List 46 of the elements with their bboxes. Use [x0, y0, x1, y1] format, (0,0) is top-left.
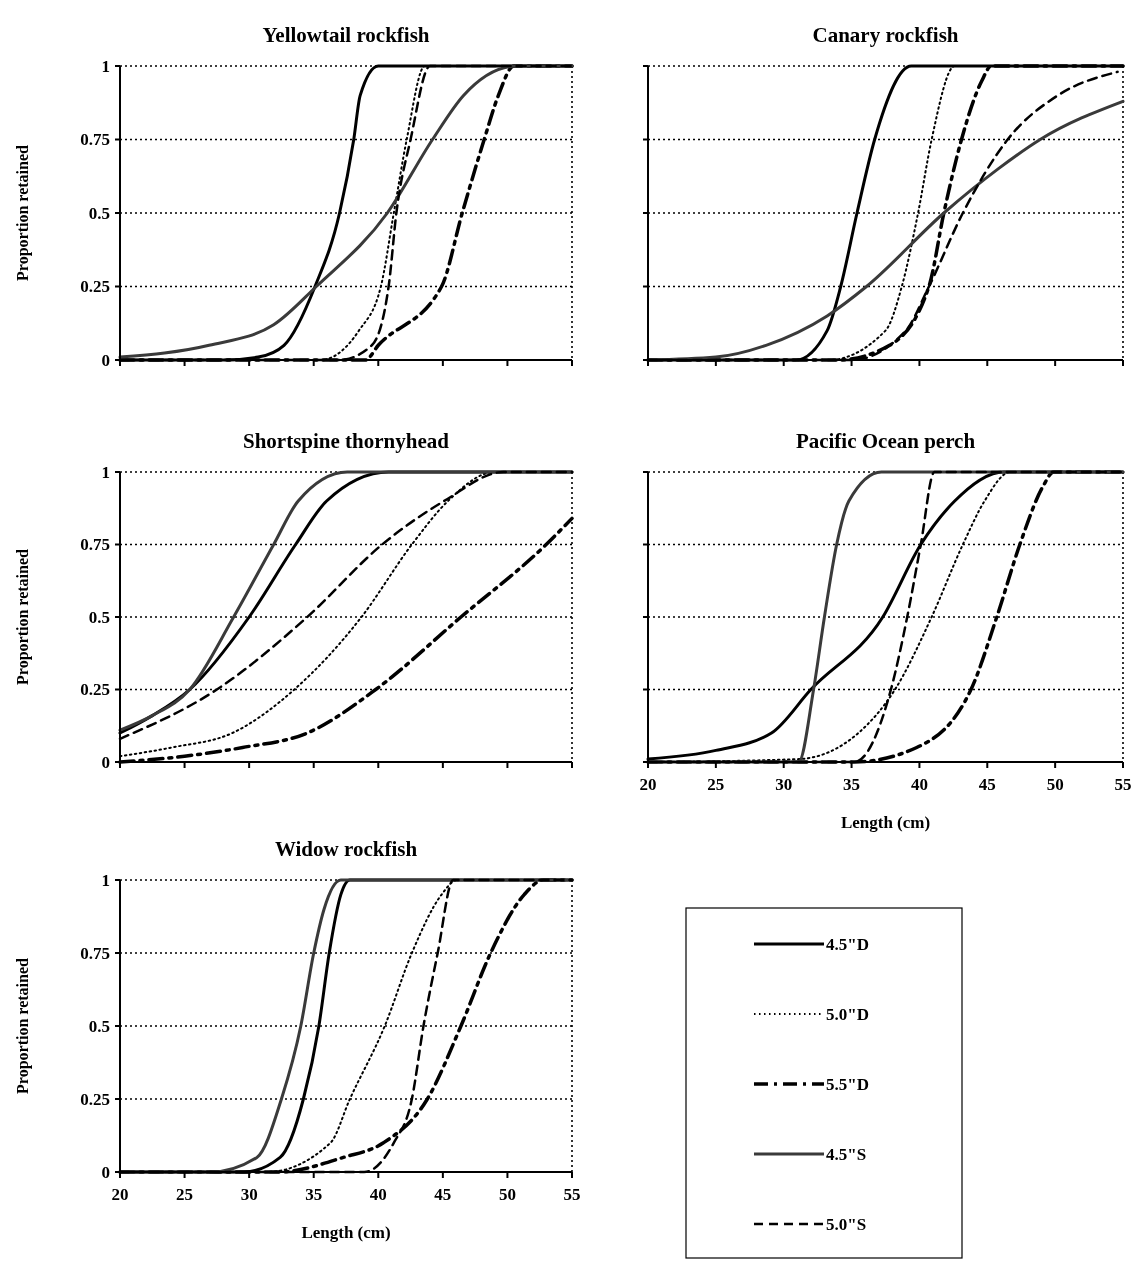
x-tick-label: 25: [176, 1185, 194, 1204]
chart-title: Canary rockfish: [812, 23, 959, 47]
x-tick-label: 50: [498, 1185, 516, 1204]
legend-label: 5.0"S: [826, 1215, 867, 1234]
x-tick-label: 30: [240, 1185, 258, 1204]
y-tick-label: 1: [101, 462, 110, 482]
x-tick-label: 40: [910, 775, 928, 794]
x-axis-title: Length (cm): [301, 1223, 391, 1242]
y-axis-title: Proportion retained: [14, 144, 32, 281]
chart-title: Yellowtail rockfish: [262, 23, 430, 47]
chart-title: Pacific Ocean perch: [795, 429, 976, 453]
x-tick-label: 25: [707, 775, 725, 794]
x-tick-label: 20: [639, 775, 657, 794]
y-tick-label: 0.25: [80, 277, 110, 297]
y-tick-label: 0.5: [88, 1016, 110, 1036]
y-tick-label: 0.5: [88, 607, 110, 627]
y-tick-label: 0.25: [80, 680, 110, 700]
y-tick-label: 0: [101, 1162, 110, 1182]
y-tick-label: 0.75: [80, 130, 110, 150]
x-tick-label: 45: [434, 1185, 452, 1204]
legend-label: 5.5"D: [826, 1075, 869, 1094]
x-tick-label: 35: [843, 775, 861, 794]
x-tick-label: 50: [1046, 775, 1064, 794]
y-axis-title: Proportion retained: [14, 548, 32, 685]
x-axis-title: Length (cm): [840, 813, 931, 832]
x-tick-label: 55: [1114, 775, 1132, 794]
legend-label: 4.5"D: [826, 935, 869, 954]
chart-title: Shortspine thornyhead: [243, 429, 450, 453]
y-tick-label: 0.75: [80, 535, 110, 555]
legend-label: 4.5"S: [826, 1145, 867, 1164]
y-tick-label: 0.75: [80, 943, 110, 963]
x-tick-label: 40: [369, 1185, 387, 1204]
x-tick-label: 20: [111, 1185, 129, 1204]
legend-label: 5.0"D: [826, 1005, 869, 1024]
y-tick-label: 0: [101, 752, 110, 772]
chart-title: Widow rockfish: [274, 837, 418, 861]
x-tick-label: 30: [775, 775, 793, 794]
y-tick-label: 0.5: [88, 203, 110, 223]
y-tick-label: 0.25: [80, 1089, 110, 1109]
x-tick-label: 45: [978, 775, 996, 794]
x-tick-label: 55: [563, 1185, 581, 1204]
y-tick-label: 1: [101, 56, 110, 76]
y-tick-label: 1: [101, 870, 110, 890]
x-tick-label: 35: [305, 1185, 323, 1204]
y-tick-label: 0: [101, 350, 110, 370]
y-axis-title: Proportion retained: [14, 957, 32, 1094]
